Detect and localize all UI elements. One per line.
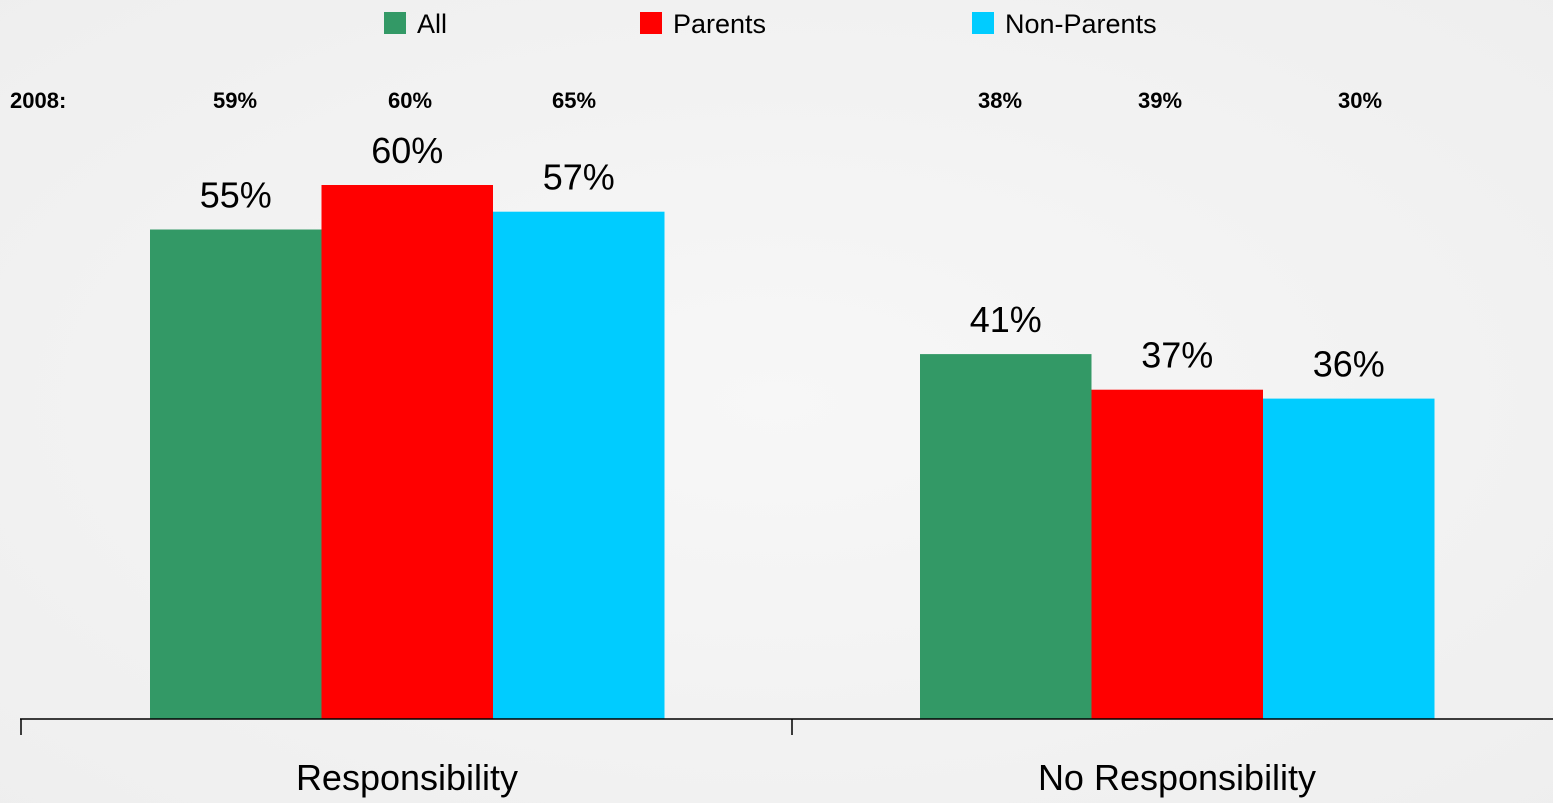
x-axis bbox=[20, 718, 1553, 735]
data-label-no-responsibility-non-parents: 36% bbox=[1313, 344, 1385, 385]
category-label-responsibility: Responsibility bbox=[296, 757, 518, 798]
comparison-value: 60% bbox=[388, 88, 432, 113]
bar-no-responsibility-all bbox=[920, 354, 1092, 719]
data-label-no-responsibility-all: 41% bbox=[970, 299, 1042, 340]
comparison-value: 39% bbox=[1138, 88, 1182, 113]
comparison-row-label: 2008: bbox=[10, 88, 66, 113]
data-labels: 55% 60% 57% 41% 37% 36% bbox=[200, 130, 1385, 385]
data-label-responsibility-non-parents: 57% bbox=[543, 157, 615, 198]
category-label-no-responsibility: No Responsibility bbox=[1038, 757, 1316, 798]
bar-responsibility-parents bbox=[321, 185, 493, 719]
bar-no-responsibility-parents bbox=[1091, 389, 1263, 719]
bar-responsibility-non-parents bbox=[493, 211, 665, 719]
legend-swatch-non-parents bbox=[972, 12, 994, 34]
legend: All Parents Non-Parents bbox=[384, 9, 1157, 39]
bar-responsibility-all bbox=[150, 229, 322, 719]
category-labels: Responsibility No Responsibility bbox=[296, 757, 1316, 798]
comparison-value: 30% bbox=[1338, 88, 1382, 113]
legend-label-non-parents: Non-Parents bbox=[1005, 9, 1157, 39]
bar-no-responsibility-non-parents bbox=[1263, 398, 1435, 719]
comparison-value: 38% bbox=[978, 88, 1022, 113]
data-label-responsibility-all: 55% bbox=[200, 175, 272, 216]
comparison-value: 59% bbox=[213, 88, 257, 113]
legend-label-all: All bbox=[417, 9, 447, 39]
legend-label-parents: Parents bbox=[673, 9, 766, 39]
data-label-responsibility-parents: 60% bbox=[371, 130, 443, 171]
comparison-value: 65% bbox=[552, 88, 596, 113]
data-label-no-responsibility-parents: 37% bbox=[1141, 335, 1213, 376]
bars bbox=[150, 185, 1435, 719]
legend-swatch-parents bbox=[640, 12, 662, 34]
comparison-row: 59% 60% 65% 38% 39% 30% bbox=[213, 88, 1382, 113]
legend-swatch-all bbox=[384, 12, 406, 34]
